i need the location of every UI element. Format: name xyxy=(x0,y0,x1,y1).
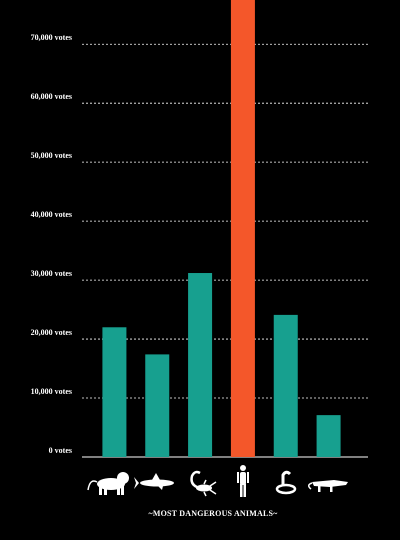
y-tick-label: 60,000 votes xyxy=(31,92,72,101)
chart-title: ~MOST DANGEROUS ANIMALS~ xyxy=(149,509,279,518)
scorpion-icon xyxy=(190,470,217,497)
y-tick-label: 50,000 votes xyxy=(31,151,72,160)
bar xyxy=(188,273,213,457)
bar xyxy=(273,314,298,457)
human-icon xyxy=(237,465,249,497)
bar xyxy=(316,415,341,457)
bar xyxy=(102,327,127,457)
y-tick-label: 30,000 votes xyxy=(31,269,72,278)
bar xyxy=(145,354,170,457)
snake-icon xyxy=(275,470,297,495)
bar xyxy=(230,0,255,457)
y-tick-label: 70,000 votes xyxy=(31,33,72,42)
animal-icons xyxy=(87,465,348,497)
lion-icon xyxy=(87,472,129,495)
y-tick-label: 20,000 votes xyxy=(31,328,72,337)
crocodile-icon xyxy=(308,480,348,492)
y-tick-label: 0 votes xyxy=(49,446,72,455)
shark-icon xyxy=(134,473,174,490)
y-tick-label: 10,000 votes xyxy=(31,387,72,396)
bars xyxy=(102,0,341,457)
y-tick-label: 40,000 votes xyxy=(31,210,72,219)
